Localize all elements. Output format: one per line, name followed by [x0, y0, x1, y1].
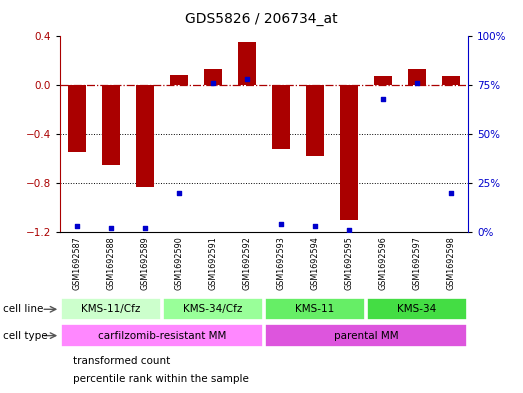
Text: KMS-34: KMS-34: [397, 304, 437, 314]
Point: [107, 225, 116, 231]
Text: GSM1692598: GSM1692598: [447, 236, 456, 290]
Bar: [306, 85, 324, 156]
Text: carfilzomib-resistant MM: carfilzomib-resistant MM: [98, 331, 226, 341]
Bar: [374, 76, 392, 85]
Text: GSM1692597: GSM1692597: [413, 236, 422, 290]
Text: GSM1692590: GSM1692590: [175, 236, 184, 290]
Text: GSM1692589: GSM1692589: [141, 236, 150, 290]
Text: cell line: cell line: [3, 304, 43, 314]
Text: GSM1692591: GSM1692591: [209, 236, 218, 290]
Point: [447, 190, 456, 196]
Bar: [136, 85, 154, 187]
Text: transformed count: transformed count: [73, 356, 170, 366]
Bar: [265, 298, 366, 321]
Bar: [408, 69, 426, 85]
Point: [277, 221, 286, 228]
Point: [311, 223, 320, 230]
Bar: [367, 298, 468, 321]
Bar: [163, 298, 264, 321]
Text: GDS5826 / 206734_at: GDS5826 / 206734_at: [185, 12, 338, 26]
Bar: [61, 324, 264, 347]
Text: GSM1692594: GSM1692594: [311, 236, 320, 290]
Text: GSM1692588: GSM1692588: [107, 236, 116, 290]
Text: GSM1692587: GSM1692587: [73, 236, 82, 290]
Bar: [265, 324, 468, 347]
Point: [379, 95, 388, 102]
Text: KMS-11: KMS-11: [295, 304, 335, 314]
Text: GSM1692593: GSM1692593: [277, 236, 286, 290]
Text: parental MM: parental MM: [334, 331, 399, 341]
Bar: [442, 76, 460, 85]
Bar: [102, 85, 120, 165]
Bar: [204, 69, 222, 85]
Point: [243, 76, 252, 82]
Text: GSM1692596: GSM1692596: [379, 236, 388, 290]
Point: [345, 227, 354, 233]
Text: cell type: cell type: [3, 331, 47, 341]
Bar: [238, 42, 256, 85]
Text: KMS-11/Cfz: KMS-11/Cfz: [82, 304, 141, 314]
Point: [141, 225, 150, 231]
Point: [73, 223, 82, 230]
Bar: [68, 85, 86, 152]
Text: KMS-34/Cfz: KMS-34/Cfz: [184, 304, 243, 314]
Text: GSM1692595: GSM1692595: [345, 236, 354, 290]
Point: [413, 80, 422, 86]
Text: percentile rank within the sample: percentile rank within the sample: [73, 374, 249, 384]
Point: [209, 80, 218, 86]
Bar: [170, 75, 188, 85]
Point: [175, 190, 184, 196]
Bar: [272, 85, 290, 149]
Text: GSM1692592: GSM1692592: [243, 236, 252, 290]
Bar: [340, 85, 358, 220]
Bar: [61, 298, 162, 321]
